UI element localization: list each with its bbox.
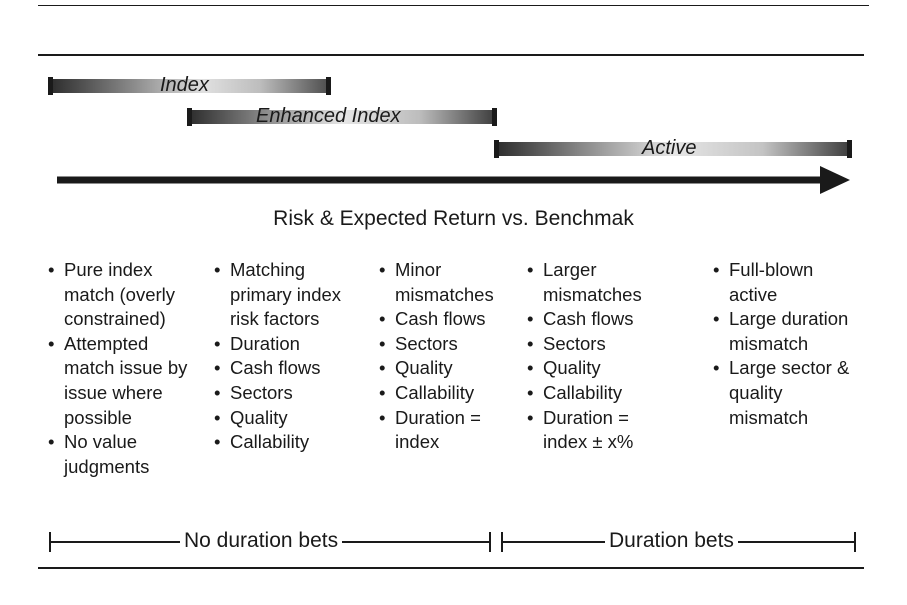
list-item: Quality xyxy=(214,406,364,431)
list-item: Larger mismatches xyxy=(527,258,667,307)
list-item: Sectors xyxy=(527,332,667,357)
column-index: Pure index match (overly constrained) At… xyxy=(48,258,198,479)
list-item: Large duration mismatch xyxy=(713,307,863,356)
active-band-label: Active xyxy=(642,137,697,159)
duration-bets-label: Duration bets xyxy=(605,529,738,553)
list-item: Duration xyxy=(214,332,364,357)
list-item: Matching primary index risk factors xyxy=(214,258,364,332)
list-item: Quality xyxy=(379,356,514,381)
risk-arrow-head xyxy=(820,166,850,194)
list-item: Sectors xyxy=(379,332,514,357)
column-enhanced-index: Matching primary index risk factors Dura… xyxy=(214,258,364,455)
enhanced-index-band-gradient xyxy=(187,110,497,124)
index-band-right-cap xyxy=(326,77,331,95)
active-band: Active xyxy=(494,137,852,159)
active-band-right-cap xyxy=(847,140,852,158)
index-band-label: Index xyxy=(160,74,209,96)
active-band-left-cap xyxy=(494,140,499,158)
list-item: Quality xyxy=(527,356,667,381)
list-item: Full-blown active xyxy=(713,258,863,307)
list-item: Large sector & quality mismatch xyxy=(713,356,863,430)
list-item: Callability xyxy=(379,381,514,406)
list-item: Cash flows xyxy=(214,356,364,381)
list-item: Callability xyxy=(527,381,667,406)
no-duration-bets-label: No duration bets xyxy=(180,529,343,553)
list-item: Duration = index xyxy=(379,406,514,455)
enhanced-index-band-right-cap xyxy=(492,108,497,126)
list-item: Pure index match (overly constrained) xyxy=(48,258,198,332)
list-item: Duration = index ± x% xyxy=(527,406,667,455)
top-border-line xyxy=(38,5,869,6)
list-item: Callability xyxy=(214,430,364,455)
column-minor-mismatch: Minor mismatches Cash flows Sectors Qual… xyxy=(379,258,514,455)
column-larger-mismatch: Larger mismatches Cash flows Sectors Qua… xyxy=(527,258,667,455)
list-item: No value judgments xyxy=(48,430,198,479)
header-divider-line xyxy=(38,54,864,56)
column-full-active: Full-blown active Large duration mismatc… xyxy=(713,258,863,430)
diagram-heading: Risk & Expected Return vs. Benchmak xyxy=(273,207,634,230)
enhanced-index-band-label: Enhanced Index xyxy=(256,105,401,127)
enhanced-index-band: Enhanced Index xyxy=(187,105,497,127)
active-band-gradient xyxy=(494,142,852,156)
list-item: Minor mismatches xyxy=(379,258,514,307)
list-item: Sectors xyxy=(214,381,364,406)
index-band-left-cap xyxy=(48,77,53,95)
index-band: Index xyxy=(48,74,331,96)
enhanced-index-band-left-cap xyxy=(187,108,192,126)
index-band-gradient xyxy=(48,79,331,93)
list-item: Cash flows xyxy=(527,307,667,332)
bottom-border-line xyxy=(38,567,864,569)
list-item: Cash flows xyxy=(379,307,514,332)
list-item: Attempted match issue by issue where pos… xyxy=(48,332,198,430)
